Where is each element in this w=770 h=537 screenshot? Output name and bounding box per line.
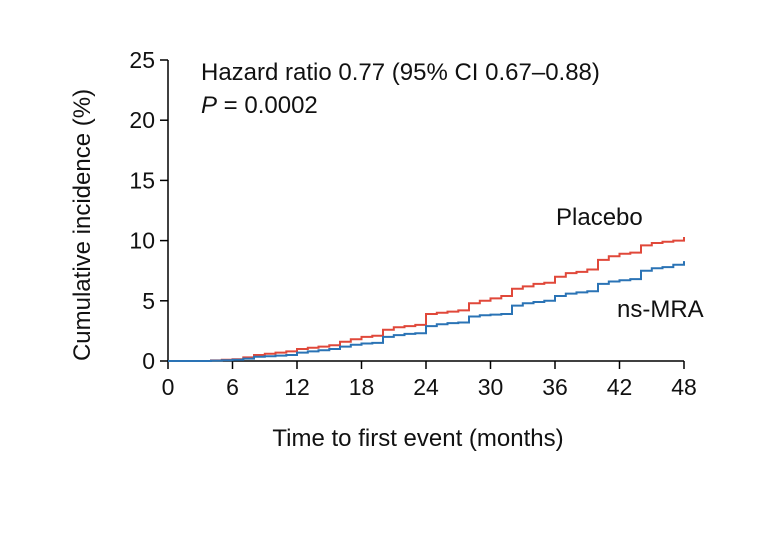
x-tick-label: 0 [162, 374, 175, 400]
y-tick-label: 25 [129, 47, 155, 73]
p-value-symbol: P [201, 92, 217, 119]
x-tick-label: 36 [542, 374, 568, 400]
x-axis-title: Time to first event (months) [272, 425, 563, 452]
y-tick-label: 20 [129, 107, 155, 133]
x-tick-label: 30 [478, 374, 504, 400]
x-tick-label: 48 [671, 374, 697, 400]
p-value-annotation: P = 0.0002 [201, 92, 318, 119]
y-tick-label: 15 [129, 167, 155, 193]
series-line-placebo [168, 237, 685, 362]
x-tick-label: 24 [413, 374, 439, 400]
y-axis: 0 5 10 15 20 25 [129, 47, 169, 374]
x-tick-label: 42 [607, 374, 633, 400]
y-tick-label: 5 [142, 288, 155, 314]
x-tick-label: 6 [226, 374, 239, 400]
series-layer [168, 237, 685, 362]
series-line-ns-mra [168, 261, 685, 362]
hazard-ratio-annotation: Hazard ratio 0.77 (95% CI 0.67–0.88) [201, 59, 600, 86]
y-tick-label: 0 [142, 348, 155, 374]
x-tick-label: 18 [349, 374, 375, 400]
series-label-ns-mra: ns-MRA [617, 296, 704, 323]
x-axis: 0 6 12 18 24 30 36 42 48 [162, 360, 697, 400]
series-label-placebo: Placebo [556, 204, 643, 231]
x-tick-label: 12 [284, 374, 310, 400]
y-tick-label: 10 [129, 228, 155, 254]
y-axis-title: Cumulative incidence (%) [69, 89, 96, 361]
p-value-text: = 0.0002 [217, 92, 318, 119]
